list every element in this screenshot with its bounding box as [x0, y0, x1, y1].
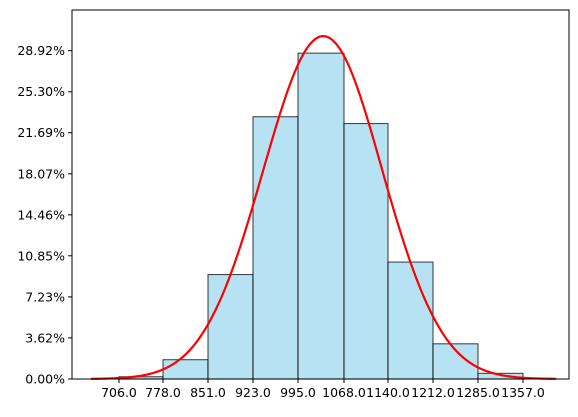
histogram-bar-4 [252, 116, 299, 380]
x-tick-label: 1140.0 [366, 385, 410, 400]
histogram-bar-6 [343, 122, 389, 380]
y-tick-label: 25.30% [17, 84, 65, 99]
histogram-bar-5 [297, 52, 345, 380]
x-tick-label: 778.0 [145, 385, 181, 400]
histogram-bar-2 [162, 359, 209, 380]
histogram-bar-7 [387, 261, 434, 380]
x-tick-label: 995.0 [280, 385, 316, 400]
y-tick-label: 7.23% [25, 289, 65, 304]
axes-layer: 0.00% 3.62% 7.23% 10.85% 14.46% 18.07% 21.69% 2… [17, 9, 570, 400]
x-tick-label: 923.0 [235, 385, 271, 400]
curve-layer [90, 35, 557, 380]
y-tick-label: 14.46% [17, 207, 65, 222]
bars-layer [118, 52, 524, 380]
x-tick-label: 1285.0 [456, 385, 500, 400]
y-tick-label: 28.92% [17, 43, 65, 58]
y-tick-label: 3.62% [25, 330, 65, 345]
x-tick-label: 1068.0 [322, 385, 366, 400]
x-tick-label: 851.0 [190, 385, 226, 400]
y-tick-label: 21.69% [17, 125, 65, 140]
y-tick-label: 18.07% [17, 166, 65, 181]
x-tick-label: 706.0 [101, 385, 137, 400]
histogram-bar-3 [207, 273, 254, 380]
x-tick-label: 1212.0 [411, 385, 455, 400]
normal-curve-line [90, 35, 557, 380]
y-tick-label: 0.00% [25, 372, 65, 387]
y-tick-label: 10.85% [17, 248, 65, 263]
plot-frame [71, 9, 570, 380]
x-tick-label: 1357.0 [501, 385, 545, 400]
histogram-bar-8 [432, 343, 479, 380]
